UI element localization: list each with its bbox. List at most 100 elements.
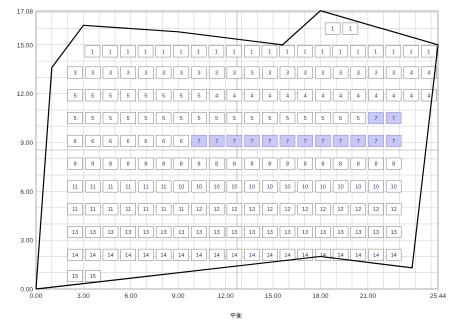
cell-label: 5: [286, 116, 289, 122]
cell-label: 8: [321, 162, 324, 168]
cell-box: [385, 66, 402, 79]
cell-box: [85, 180, 101, 193]
cell-label: 14: [373, 253, 379, 259]
cell-box: [262, 203, 278, 216]
cell: 4: [297, 89, 313, 102]
cell-label: 5: [91, 93, 94, 99]
cell: 13: [262, 226, 278, 238]
cell-label: 14: [125, 253, 131, 259]
cell-box: [244, 157, 260, 170]
cell-box: [67, 180, 83, 193]
cell-box: [226, 112, 243, 125]
cell-label: 11: [108, 207, 114, 213]
x-tick-label: 6.00: [124, 293, 137, 300]
cell: 12: [262, 203, 278, 216]
cell: 14: [85, 248, 101, 261]
cell-box: [155, 157, 172, 170]
cell-label: 7: [374, 139, 377, 145]
cell: 12: [208, 203, 225, 216]
cell-box: [138, 134, 154, 147]
cell-label: 4: [428, 93, 431, 99]
cell: 13: [85, 226, 101, 238]
cell-box: [332, 66, 349, 79]
cell-box: [332, 134, 349, 147]
cell-label: 3: [233, 71, 236, 77]
cell-label: 11: [161, 207, 167, 213]
cell: 5: [120, 89, 136, 102]
cell: 5: [191, 89, 207, 102]
cell: 8: [297, 157, 313, 170]
cell-box: [279, 112, 296, 125]
cell: 6: [138, 134, 154, 147]
cell-box: [120, 248, 136, 261]
cell-label: 1: [392, 49, 395, 55]
y-tick-label: 9.00: [20, 140, 33, 147]
cell-box: [191, 226, 207, 238]
cell-box: [67, 270, 83, 282]
cell: 1: [226, 45, 242, 58]
cell-label: 7: [304, 139, 307, 145]
cell: 10: [173, 180, 190, 193]
y-tick-label: 12.00: [17, 91, 34, 98]
x-axis-title: 平衡: [230, 312, 242, 320]
cell-label: 5: [180, 116, 183, 122]
cell: 5: [138, 89, 154, 102]
cell: 13: [208, 226, 225, 238]
cell-box: [262, 134, 278, 147]
cell: 3: [102, 66, 119, 79]
cell-box: [102, 134, 119, 147]
cell: 8: [208, 157, 225, 170]
cell-box: [173, 180, 190, 193]
cell-label: 6: [91, 139, 94, 145]
cell: 3: [368, 66, 384, 79]
x-tick-label: 0.00: [30, 293, 43, 300]
cell: 3: [120, 66, 136, 79]
cell-label: 5: [251, 116, 254, 122]
plot-frame: [35, 10, 439, 290]
cell: 13: [191, 226, 207, 238]
cell-box: [226, 134, 243, 147]
cell-label: 3: [321, 71, 324, 77]
cell-label: 1: [197, 49, 200, 55]
cell: 4: [315, 89, 331, 102]
cell-label: 5: [357, 116, 360, 122]
cell-box: [102, 112, 119, 125]
cell-box: [262, 112, 278, 125]
cell-label: 13: [302, 230, 308, 236]
cell: 7: [244, 134, 260, 147]
cell-box: [155, 45, 172, 58]
cell-label: 8: [74, 162, 77, 168]
cell-box: [67, 134, 83, 147]
cell: 4: [421, 66, 437, 79]
cell-box: [155, 89, 172, 102]
cell: 7: [315, 134, 331, 147]
cell-box: [226, 66, 243, 79]
cell-label: 11: [125, 207, 131, 213]
cell: 7: [385, 112, 402, 125]
cell: 3: [173, 66, 190, 79]
cell-label: 5: [144, 116, 147, 122]
cell-box: [315, 157, 331, 170]
cell-box: [385, 180, 402, 193]
y-tick-label: 0.00: [20, 287, 33, 294]
cell-label: 14: [72, 253, 78, 259]
cell-box: [155, 112, 172, 125]
cell-label: 7: [392, 116, 395, 122]
cell: 12: [368, 203, 384, 216]
cell: 1: [102, 45, 118, 58]
cell-box: [297, 89, 313, 102]
cell-label: 8: [233, 162, 236, 168]
cell-label: 13: [107, 230, 113, 236]
cell: 11: [155, 180, 172, 193]
cell-label: 5: [109, 93, 112, 99]
cell: 12: [385, 203, 402, 216]
cell-label: 7: [374, 116, 377, 122]
cell-label: 7: [197, 139, 200, 145]
x-tick-label: 15.00: [265, 293, 282, 300]
cell-label: 1: [109, 49, 112, 55]
cell-label: 14: [338, 253, 344, 259]
cell-box: [262, 66, 278, 79]
cell-box: [137, 45, 154, 58]
cell-box: [279, 134, 296, 147]
cell-box: [315, 112, 331, 125]
